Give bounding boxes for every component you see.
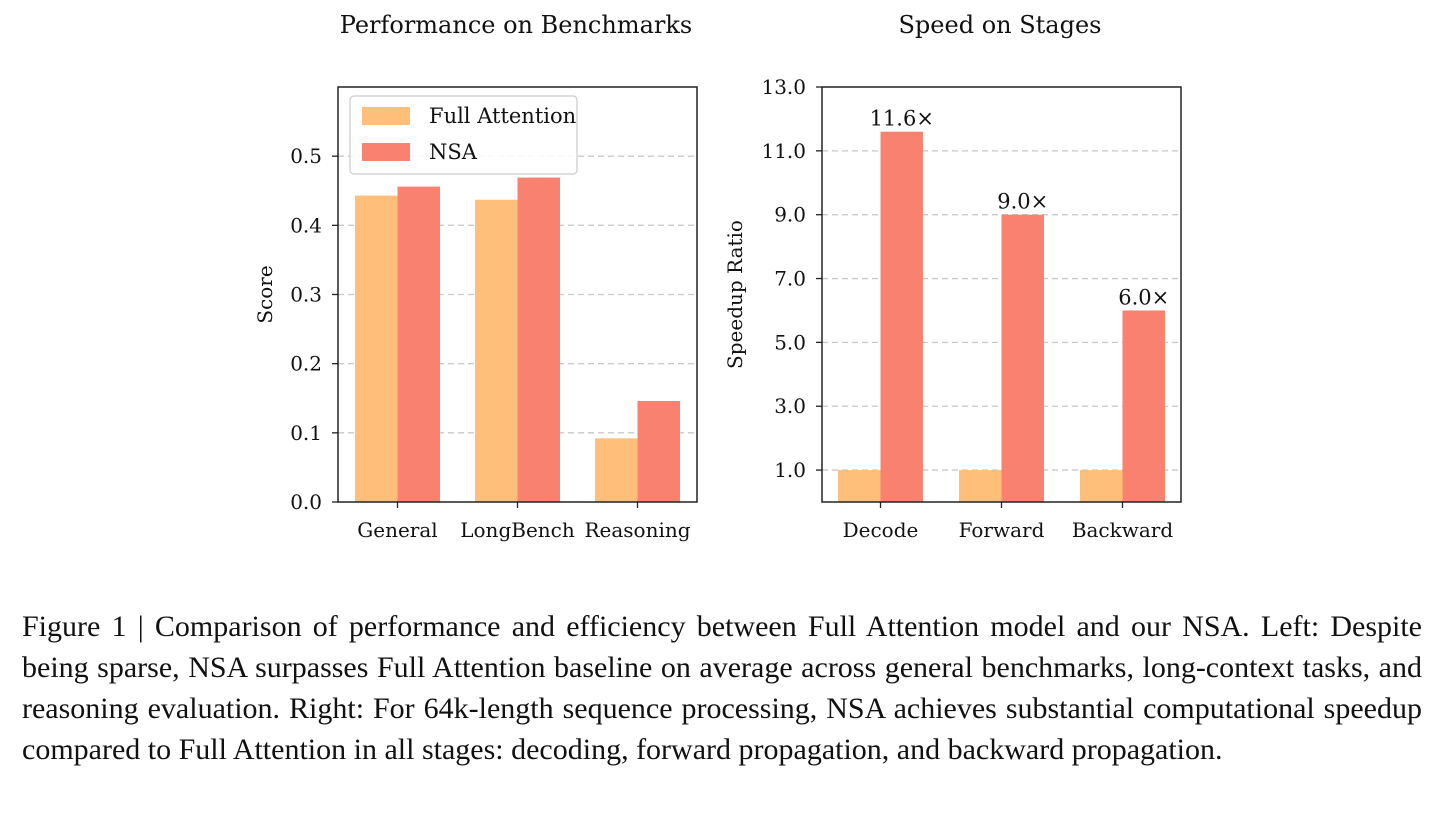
y-tick-label: 13.0 <box>761 75 806 99</box>
y-tick-label: 0.2 <box>290 352 322 376</box>
x-tick-label: Backward <box>1072 518 1174 542</box>
y-tick-label: 0.3 <box>290 283 322 307</box>
bar-backward-full-attention <box>1080 470 1123 502</box>
data-label: 6.0× <box>1118 285 1169 309</box>
bar-general-nsa <box>397 186 440 502</box>
data-label: 9.0× <box>997 190 1048 214</box>
bar-forward-nsa <box>1001 214 1044 502</box>
bar-backward-nsa <box>1122 310 1165 502</box>
bar-decode-full-attention <box>838 470 881 502</box>
x-tick-label: Reasoning <box>584 518 690 542</box>
bar-longbench-full-attention <box>475 199 518 502</box>
legend: Full Attention NSA <box>349 95 578 175</box>
y-tick-label: 5.0 <box>774 330 806 354</box>
y-tick-label: 1.0 <box>774 458 806 482</box>
y-tick-label: 3.0 <box>774 394 806 418</box>
x-tick-label: Decode <box>843 518 919 542</box>
bar-reasoning-nsa <box>637 401 680 502</box>
y-tick-label: 0.5 <box>290 144 322 168</box>
legend-label: Full Attention <box>429 104 576 128</box>
y-tick-label: 0.1 <box>290 421 322 445</box>
y-tick-label: 7.0 <box>774 267 806 291</box>
x-tick-label: LongBench <box>460 518 575 542</box>
y-tick-label: 9.0 <box>774 203 806 227</box>
chart-title: Performance on Benchmarks <box>340 11 692 39</box>
bar-decode-nsa <box>880 131 923 502</box>
bar-reasoning-full-attention <box>595 438 638 502</box>
y-tick-label: 0.4 <box>290 213 322 237</box>
axes-frame <box>821 86 1182 503</box>
chart-title: Speed on Stages <box>898 11 1101 39</box>
legend-swatch-nsa <box>362 143 410 161</box>
bar-forward-full-attention <box>959 470 1002 502</box>
y-tick-label: 11.0 <box>761 139 806 163</box>
chart-benchmarks: Performance on Benchmarks 0.0 0.1 0.2 0.3 0.4… <box>253 11 698 542</box>
y-axis-label: Score <box>253 265 277 323</box>
axes-frame <box>337 86 698 503</box>
legend-label: NSA <box>429 140 478 164</box>
legend-swatch-full-attention <box>362 107 410 125</box>
y-axis-label: Speedup Ratio <box>723 220 747 369</box>
x-tick-label: Forward <box>959 518 1045 542</box>
bar-longbench-nsa <box>517 177 560 502</box>
bar-general-full-attention <box>355 195 398 502</box>
x-tick-label: General <box>357 518 437 542</box>
chart-stages: Speed on Stages 1.0 3.0 5.0 7.0 9.0 11.0 13.0 De… <box>723 11 1182 542</box>
figure-caption: Figure 1 | Comparison of performance and… <box>22 610 1422 766</box>
data-label: 11.6× <box>870 107 934 131</box>
y-tick-label: 0.0 <box>290 490 322 514</box>
